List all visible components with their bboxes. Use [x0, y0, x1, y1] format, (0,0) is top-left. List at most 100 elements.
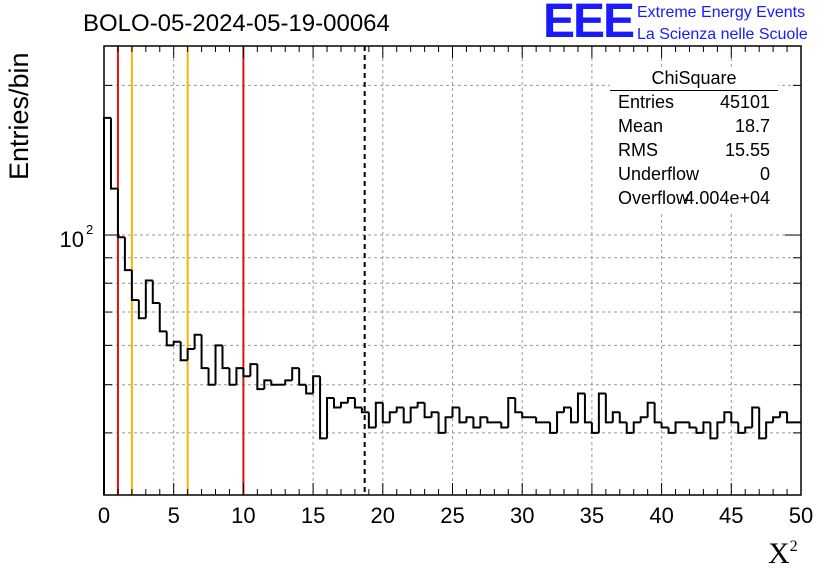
- histogram-bin: [618, 412, 627, 424]
- stats-key: Entries: [618, 92, 675, 112]
- histogram-bin: [430, 411, 439, 418]
- stats-key: Underflow: [618, 164, 700, 184]
- histogram-bin: [409, 406, 418, 423]
- histogram-bin: [583, 393, 592, 424]
- stats-key: Overflow: [618, 188, 690, 208]
- chart-title: BOLO-05-2024-05-19-00064: [83, 10, 390, 37]
- histogram-bin: [590, 422, 599, 434]
- x-tick-label: 0: [98, 503, 110, 528]
- histogram-bin: [688, 422, 697, 429]
- logo-line-2: La Scienza nelle Scuole: [637, 26, 808, 43]
- histogram-bin: [395, 406, 404, 413]
- x-tick-label: 10: [231, 503, 255, 528]
- histogram-bin: [744, 426, 753, 433]
- x-axis-label: X2: [768, 537, 798, 571]
- reference-lines: [116, 46, 366, 495]
- histogram-bin: [604, 393, 613, 424]
- histogram-bin: [193, 333, 202, 349]
- histogram-bin: [144, 279, 153, 319]
- histogram-bin: [256, 364, 265, 391]
- histogram-bin: [611, 411, 620, 423]
- eee-logo: EEE Extreme Energy Events La Scienza nel…: [540, 0, 836, 48]
- histogram-bin: [521, 412, 530, 419]
- histogram-bin: [346, 397, 355, 403]
- histogram-bin: [549, 422, 558, 434]
- histogram-bin: [437, 412, 446, 434]
- histogram-bin: [444, 416, 453, 433]
- stats-row-mean: Mean 18.7: [618, 116, 770, 140]
- histogram-bin: [381, 402, 390, 424]
- histogram-bin: [158, 302, 167, 333]
- histogram-bin: [339, 401, 348, 408]
- y-tick-label-exponent: 2: [86, 222, 93, 237]
- histogram-bin: [597, 392, 606, 433]
- histogram-bin: [263, 379, 272, 390]
- histogram-bin: [284, 379, 293, 385]
- histogram-bin: [723, 411, 732, 423]
- stats-key: Mean: [618, 116, 664, 136]
- grid-lines: [104, 46, 801, 495]
- histogram-bin: [472, 417, 481, 429]
- histogram-bin: [423, 402, 432, 419]
- x-tick-label: 5: [168, 503, 180, 528]
- histogram-bin: [507, 397, 516, 428]
- histogram-bin: [312, 375, 321, 394]
- histogram-bin: [660, 422, 669, 429]
- histogram-bin: [639, 416, 648, 423]
- histogram-bin: [242, 368, 251, 378]
- histogram-bin: [458, 407, 467, 424]
- histogram-bin: [200, 334, 209, 370]
- histogram-bin: [625, 422, 634, 434]
- stats-value: 18.7: [734, 116, 770, 136]
- stats-value: 45101: [719, 92, 770, 112]
- histogram-bin: [353, 398, 362, 409]
- histogram-bin: [535, 417, 544, 424]
- histogram-bin: [333, 398, 341, 409]
- logo-line-1: Extreme Energy Events: [637, 4, 806, 21]
- histogram-bin: [465, 416, 474, 423]
- stats-value: 0: [759, 164, 770, 184]
- stats-key: RMS: [618, 140, 658, 160]
- x-tick-label: 45: [719, 503, 743, 528]
- histogram-bin: [207, 368, 216, 386]
- histogram-bin: [765, 421, 774, 439]
- histogram-bin: [779, 411, 788, 418]
- histogram-bin: [563, 406, 571, 413]
- y-tick-label: 10: [60, 227, 84, 252]
- histogram-bin: [667, 427, 676, 434]
- histogram-bin: [326, 397, 335, 439]
- histogram-bin: [486, 417, 495, 424]
- histogram-bin: [270, 380, 279, 386]
- logo-mark: EEE: [543, 0, 635, 48]
- histogram-bin: [179, 341, 188, 362]
- histogram-bin: [319, 376, 328, 440]
- histogram-bin: [632, 421, 641, 433]
- histogram-bin: [695, 427, 704, 434]
- histogram-bin: [569, 407, 578, 424]
- histogram-bin: [730, 412, 739, 424]
- histogram-bin: [305, 384, 314, 395]
- histogram-bin: [451, 406, 460, 418]
- histogram-bin: [653, 402, 662, 424]
- histogram-bin: [388, 411, 397, 423]
- histogram-bin: [751, 406, 760, 428]
- x-tick-label: 40: [649, 503, 673, 528]
- stats-title: ChiSquare: [651, 68, 737, 88]
- y-axis-label: Entries/bin: [4, 52, 34, 180]
- histogram-bin: [374, 401, 383, 428]
- stats-divider: [610, 90, 778, 91]
- stats-row-overflow: Overflow 4.004e+04: [618, 188, 770, 212]
- histogram-bin: [479, 416, 488, 428]
- histogram-bin: [109, 117, 118, 190]
- histogram-bin: [416, 401, 425, 408]
- histogram-bin: [291, 367, 300, 381]
- histogram-bin: [186, 347, 195, 361]
- x-axis-label-exponent: 2: [789, 538, 798, 555]
- histogram-bin: [235, 367, 244, 385]
- x-tick-label: 30: [510, 503, 534, 528]
- histogram-bin: [137, 300, 146, 320]
- histogram-bin: [674, 421, 683, 433]
- histogram-bin: [367, 412, 376, 429]
